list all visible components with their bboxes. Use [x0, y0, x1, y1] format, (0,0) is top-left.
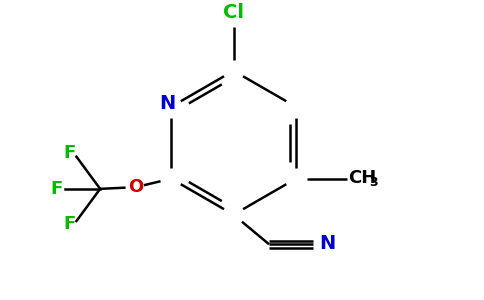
Text: F: F	[50, 180, 62, 198]
Text: N: N	[159, 94, 175, 113]
Text: 3: 3	[369, 176, 378, 189]
Text: F: F	[63, 144, 76, 162]
Text: N: N	[319, 234, 335, 253]
Text: Cl: Cl	[223, 3, 244, 22]
Text: F: F	[63, 215, 76, 233]
Text: CH: CH	[348, 169, 377, 187]
Text: O: O	[128, 178, 143, 196]
